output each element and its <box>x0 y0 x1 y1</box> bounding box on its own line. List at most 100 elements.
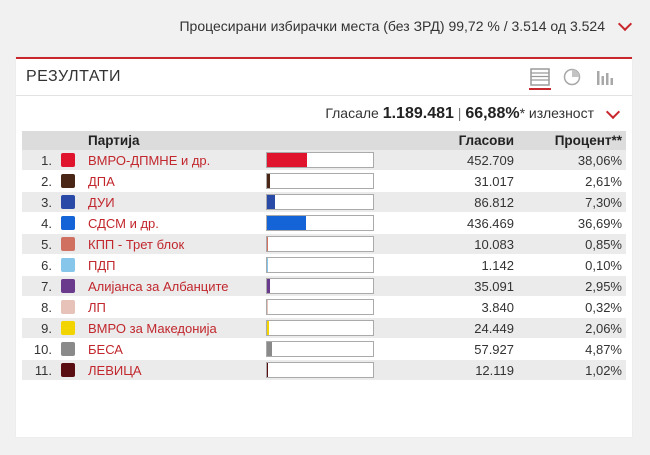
table-header-row: Партија Гласови Процент** <box>22 131 626 150</box>
table-row[interactable]: 4. СДСМ и др. 436.469 36,69% <box>22 212 626 234</box>
processed-stations-text: Процесирани избирачки места (без ЗРД) 99… <box>179 18 605 34</box>
table-row[interactable]: 6. ПДП 1.142 0,10% <box>22 254 626 276</box>
lp-logo <box>60 299 76 315</box>
votes-value: 12.119 <box>390 359 518 381</box>
pie-chart-view-icon[interactable] <box>562 68 584 88</box>
row-number: 3. <box>22 191 56 213</box>
percent-value: 2,06% <box>518 317 626 339</box>
turnout-suffix: * излезност <box>519 105 594 121</box>
party-name-link[interactable]: ЛП <box>88 299 106 315</box>
votes-value: 10.083 <box>390 233 518 255</box>
table-row[interactable]: 5. КПП - Трет блок 10.083 0,85% <box>22 233 626 255</box>
row-number: 8. <box>22 296 56 318</box>
turnout-percent-value: 66,88% <box>465 105 520 122</box>
row-number: 2. <box>22 170 56 192</box>
row-number: 11. <box>22 359 56 381</box>
percent-value: 4,87% <box>518 338 626 360</box>
chevron-down-icon[interactable] <box>617 16 633 32</box>
results-table: Партија Гласови Процент** 1. ВМРО-ДПМНЕ и… <box>22 131 626 381</box>
row-number: 6. <box>22 254 56 276</box>
share-bar <box>266 257 374 273</box>
table-view-icon[interactable] <box>529 68 551 90</box>
party-name-link[interactable]: ДПА <box>88 173 115 189</box>
party-name-link[interactable]: СДСМ и др. <box>88 215 159 231</box>
share-bar-fill <box>267 174 270 188</box>
separator: | <box>457 105 462 121</box>
row-number: 10. <box>22 338 56 360</box>
share-bar <box>266 152 374 168</box>
votes-value: 35.091 <box>390 275 518 297</box>
bar-chart-view-icon[interactable] <box>595 68 617 88</box>
share-bar <box>266 299 374 315</box>
votes-value: 57.927 <box>390 338 518 360</box>
percent-value: 0,85% <box>518 233 626 255</box>
vmro-logo <box>60 152 76 168</box>
party-name-link[interactable]: БЕСА <box>88 341 123 357</box>
besa-logo <box>60 341 76 357</box>
share-bar <box>266 236 374 252</box>
party-name-link[interactable]: КПП - Трет блок <box>88 236 185 252</box>
votes-value: 24.449 <box>390 317 518 339</box>
party-name-link[interactable]: Алијанса за Албанците <box>88 278 229 294</box>
results-title: РЕЗУЛТАТИ <box>26 68 122 85</box>
chevron-down-icon[interactable] <box>605 104 621 120</box>
results-panel: РЕЗУЛТАТИ Гласале <box>16 57 632 437</box>
party-name-link[interactable]: ВМРО за Македонија <box>88 320 217 336</box>
results-header: РЕЗУЛТАТИ <box>16 59 632 96</box>
share-bar-fill <box>267 363 269 377</box>
share-bar <box>266 320 374 336</box>
percent-value: 2,95% <box>518 275 626 297</box>
dpa-logo <box>60 173 76 189</box>
table-row[interactable]: 3. ДУИ 86.812 7,30% <box>22 191 626 213</box>
party-column-header: Партија <box>84 131 262 150</box>
votes-value: 436.469 <box>390 212 518 234</box>
kpp-logo <box>60 236 76 252</box>
share-bar-fill <box>267 342 273 356</box>
votes-cast-value: 1.189.481 <box>382 105 454 122</box>
table-row[interactable]: 10. БЕСА 57.927 4,87% <box>22 338 626 360</box>
row-number: 7. <box>22 275 56 297</box>
votes-value: 86.812 <box>390 191 518 213</box>
row-number: 5. <box>22 233 56 255</box>
processed-stations-bar[interactable]: Процесирани избирачки места (без ЗРД) 99… <box>0 0 650 50</box>
share-bar <box>266 362 374 378</box>
share-bar <box>266 173 374 189</box>
table-row[interactable]: 1. ВМРО-ДПМНЕ и др. 452.709 38,06% <box>22 150 626 171</box>
table-row[interactable]: 11. ЛЕВИЦА 12.119 1,02% <box>22 359 626 381</box>
table-row[interactable]: 7. Алијанса за Албанците 35.091 2,95% <box>22 275 626 297</box>
share-bar-fill <box>267 279 271 293</box>
table-row[interactable]: 8. ЛП 3.840 0,32% <box>22 296 626 318</box>
share-bar <box>266 215 374 231</box>
votes-value: 31.017 <box>390 170 518 192</box>
row-number: 9. <box>22 317 56 339</box>
percent-value: 0,10% <box>518 254 626 276</box>
dui-logo <box>60 194 76 210</box>
party-name-link[interactable]: ПДП <box>88 257 116 273</box>
party-name-link[interactable]: ВМРО-ДПМНЕ и др. <box>88 152 211 168</box>
share-bar-fill <box>267 237 268 251</box>
percent-value: 7,30% <box>518 191 626 213</box>
votes-value: 452.709 <box>390 150 518 171</box>
table-row[interactable]: 9. ВМРО за Македонија 24.449 2,06% <box>22 317 626 339</box>
share-bar-fill <box>267 153 308 167</box>
turnout-bar[interactable]: Гласале 1.189.481 | 66,88%* излезност <box>16 96 632 130</box>
table-row[interactable]: 2. ДПА 31.017 2,61% <box>22 170 626 192</box>
pdp-logo <box>60 257 76 273</box>
percent-value: 0,32% <box>518 296 626 318</box>
percent-value: 36,69% <box>518 212 626 234</box>
share-bar-fill <box>267 195 275 209</box>
row-number: 1. <box>22 150 56 171</box>
percent-value: 1,02% <box>518 359 626 381</box>
share-bar <box>266 194 374 210</box>
percent-value: 38,06% <box>518 150 626 171</box>
aa-logo <box>60 278 76 294</box>
share-bar-fill <box>267 216 306 230</box>
turnout-summary: Гласале 1.189.481 | 66,88%* излезност <box>325 105 594 123</box>
percent-value: 2,61% <box>518 170 626 192</box>
share-bar <box>266 278 374 294</box>
votes-value: 1.142 <box>390 254 518 276</box>
votes-value: 3.840 <box>390 296 518 318</box>
sdsm-logo <box>60 215 76 231</box>
party-name-link[interactable]: ДУИ <box>88 194 115 210</box>
party-name-link[interactable]: ЛЕВИЦА <box>88 362 142 378</box>
